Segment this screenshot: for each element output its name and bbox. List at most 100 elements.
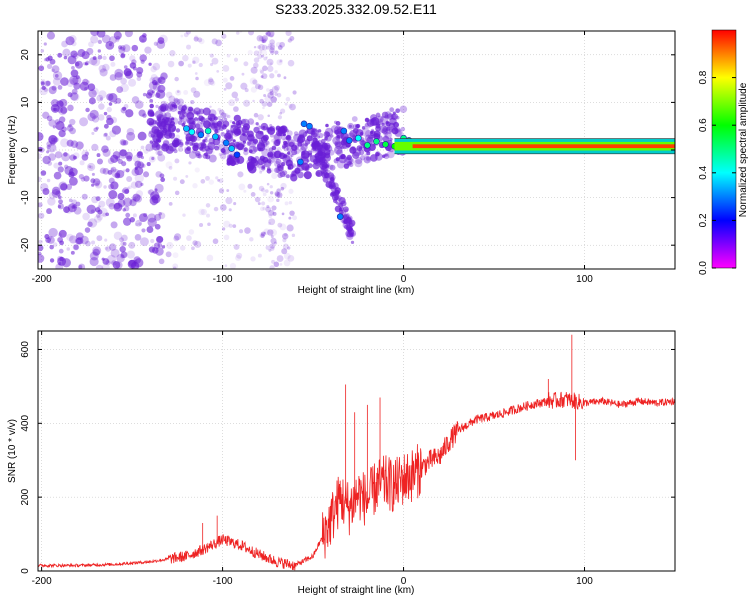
spectral-point (394, 129, 402, 137)
spectral-point (156, 40, 166, 49)
spectral-point (267, 43, 273, 48)
spectral-point (355, 123, 361, 129)
spectral-point (173, 104, 178, 109)
spectral-point (57, 203, 64, 210)
spectral-point (181, 105, 187, 111)
spectral-point (68, 171, 75, 178)
spectral-point (194, 240, 202, 248)
spectral-point (287, 39, 291, 43)
spectral-point (109, 55, 115, 62)
spectral-point (287, 38, 293, 43)
spectral-point (70, 92, 80, 102)
spectral-point (210, 80, 216, 86)
spectral-point (138, 213, 148, 222)
spectral-point (359, 132, 364, 136)
spectral-point (197, 37, 203, 43)
spectral-point (260, 159, 267, 166)
spectral-point (381, 111, 389, 119)
spectral-point (177, 146, 184, 152)
spectral-point (98, 200, 106, 208)
spectral-point (262, 156, 269, 163)
spectral-point (320, 138, 326, 144)
spectral-point (96, 158, 103, 165)
spectral-point (269, 39, 275, 45)
snr-xlabel: Height of straight line (km) (298, 585, 415, 596)
spectral-point (108, 190, 118, 200)
snr-ylabel: SNR (10 * v/v) (7, 419, 18, 483)
spectral-point (38, 176, 42, 183)
spectral-point (70, 140, 79, 149)
spectral-point (274, 191, 280, 197)
spectral-point (271, 259, 276, 264)
spectral-point (112, 261, 121, 269)
spectral-point (284, 232, 288, 237)
spectral-point (229, 160, 236, 167)
spectral-point (151, 194, 161, 204)
spectral-point (386, 126, 391, 131)
spectral-point (257, 114, 264, 121)
spectral-point (96, 214, 103, 221)
spectral-point (265, 45, 270, 50)
spectral-point (177, 119, 182, 125)
spectral-point (382, 135, 390, 143)
spectral-point (89, 109, 99, 119)
spectral-point (88, 41, 94, 48)
spectral-peak-point (233, 151, 241, 159)
snr-panel: -200 -100 0 100 0 200 400 600 Height of straigh… (7, 330, 676, 596)
spectral-point (249, 237, 254, 242)
spectral-point (174, 233, 182, 241)
spectral-point (335, 135, 341, 141)
spectral-point (263, 56, 268, 61)
spectral-point (349, 129, 358, 138)
spectral-point (282, 238, 287, 243)
spectral-point (260, 135, 268, 143)
spectral-point (122, 106, 127, 111)
spectral-point (269, 168, 274, 173)
spectral-point (243, 61, 249, 67)
spectral-point (205, 147, 213, 155)
spectral-point (121, 161, 127, 167)
spectral-point (81, 51, 90, 60)
spectral-point (188, 151, 197, 159)
colorbar-tick-label: 0.2 (698, 213, 709, 227)
spectral-point (146, 226, 154, 234)
spectral-point (71, 205, 76, 209)
spectral-point (128, 78, 137, 87)
spectral-point (184, 147, 191, 155)
spectral-point (188, 106, 194, 112)
spectral-point (250, 256, 256, 262)
spectral-point (262, 138, 269, 146)
spectral-point (174, 99, 180, 106)
spectral-point (286, 224, 294, 232)
spectral-point (40, 170, 47, 176)
spectral-point (280, 161, 286, 167)
spectral-point (233, 114, 241, 122)
spectral-point (169, 120, 176, 127)
spectral-point (267, 195, 275, 203)
spectral-point (69, 127, 76, 135)
spectral-point (98, 103, 105, 110)
spectral-point (225, 82, 233, 90)
spectral-point (257, 124, 261, 128)
spectral-point (222, 112, 229, 120)
spectral-point (120, 83, 129, 93)
spectral-point (106, 106, 112, 113)
spectral-point (236, 143, 245, 151)
spectral-point (291, 163, 296, 168)
spectral-point (274, 70, 278, 74)
spectral-point (99, 97, 103, 101)
spectral-point (75, 201, 81, 207)
spectral-point (172, 266, 177, 269)
spectral-point (293, 131, 299, 136)
spectral-point (262, 65, 268, 72)
spectral-point (155, 104, 159, 108)
spectral-point (198, 208, 205, 216)
spectral-point (160, 106, 167, 113)
spectral-point (108, 43, 113, 47)
spectral-point (177, 60, 184, 67)
spectral-point (208, 78, 215, 85)
spectral-point (262, 141, 268, 147)
spectral-point (58, 129, 66, 138)
spectral-point (120, 140, 127, 146)
spectral-point (260, 231, 266, 237)
